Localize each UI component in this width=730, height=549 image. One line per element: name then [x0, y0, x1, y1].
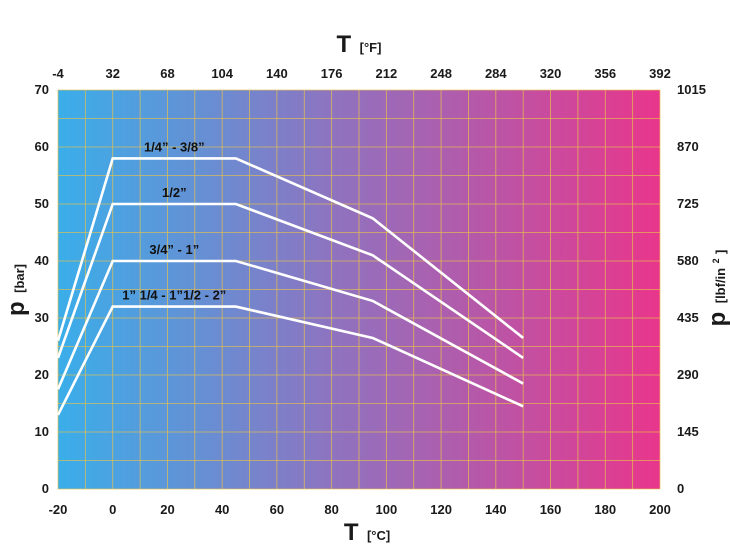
- series-line-1: [56, 157, 524, 342]
- y-axis-bar-ticks: 0 10 20 30 40 50 60 70: [35, 82, 49, 496]
- x-tick-label-fahrenheit: 68: [160, 66, 174, 81]
- x-tick-label-celsius: 180: [594, 502, 616, 517]
- x-tick-label-celsius: 20: [160, 502, 174, 517]
- y-tick-label-psi: 870: [677, 139, 699, 154]
- y-tick-label-bar: 70: [35, 82, 49, 97]
- series-line-2: [56, 202, 524, 359]
- x-tick-label-celsius: 40: [215, 502, 229, 517]
- x-tick-label-fahrenheit: -4: [52, 66, 64, 81]
- x-tick-label-fahrenheit: 104: [211, 66, 233, 81]
- x-tick-label-celsius: 140: [485, 502, 507, 517]
- series-line-3: [56, 259, 524, 390]
- x-tick-label-fahrenheit: 320: [540, 66, 562, 81]
- x-tick-label-celsius: 200: [649, 502, 671, 517]
- x-axis-top-title: T [°F]: [337, 31, 382, 58]
- series-lines: [56, 157, 524, 416]
- y-tick-label-psi: 580: [677, 253, 699, 268]
- x-tick-label-celsius: 100: [376, 502, 398, 517]
- series-line-4: [56, 305, 524, 416]
- y-axis-right-title: p [lbf/in 2 ]: [704, 250, 730, 327]
- series-labels: 1/4” - 3/8” 1/2” 3/4” - 1” 1” 1/4 - 1”1/2 -…: [122, 139, 226, 302]
- series-label-1: 1/4” - 3/8”: [144, 139, 205, 154]
- x-tick-label-celsius: 120: [430, 502, 452, 517]
- y-axis-left-title: p [bar]: [3, 264, 30, 316]
- x-tick-label-fahrenheit: 212: [376, 66, 398, 81]
- x-tick-label-fahrenheit: 140: [266, 66, 288, 81]
- y-tick-label-bar: 0: [42, 481, 49, 496]
- series-label-3: 3/4” - 1”: [149, 242, 199, 257]
- y-tick-label-bar: 40: [35, 253, 49, 268]
- x-axis-fahrenheit-ticks: -4 32 68 104 140 176 212 248 284 320 356 392: [52, 66, 671, 81]
- y-tick-label-bar: 50: [35, 196, 49, 211]
- x-tick-label-fahrenheit: 176: [321, 66, 343, 81]
- grid-lines: [57, 89, 661, 490]
- x-tick-label-celsius: -20: [49, 502, 68, 517]
- x-tick-label-celsius: 160: [540, 502, 562, 517]
- y-tick-label-bar: 10: [35, 424, 49, 439]
- y-tick-label-bar: 30: [35, 310, 49, 325]
- y-tick-label-psi: 290: [677, 367, 699, 382]
- y-tick-label-bar: 20: [35, 367, 49, 382]
- x-axis-celsius-ticks: -20 0 20 40 60 80 100 120 140 160 180 200: [49, 502, 671, 517]
- x-tick-label-fahrenheit: 248: [430, 66, 452, 81]
- y-tick-label-psi: 1015: [677, 82, 706, 97]
- x-tick-label-fahrenheit: 392: [649, 66, 671, 81]
- x-tick-label-fahrenheit: 284: [485, 66, 507, 81]
- y-axis-psi-ticks: 0 145 290 435 580 725 870 1015: [677, 82, 706, 496]
- x-tick-label-celsius: 80: [324, 502, 338, 517]
- y-tick-label-bar: 60: [35, 139, 49, 154]
- series-label-2: 1/2”: [162, 185, 187, 200]
- y-tick-label-psi: 0: [677, 481, 684, 496]
- y-tick-label-psi: 725: [677, 196, 699, 211]
- y-tick-label-psi: 145: [677, 424, 699, 439]
- y-tick-label-psi: 435: [677, 310, 699, 325]
- x-tick-label-fahrenheit: 356: [594, 66, 616, 81]
- x-tick-label-celsius: 0: [109, 502, 116, 517]
- x-tick-label-celsius: 60: [270, 502, 284, 517]
- x-tick-label-fahrenheit: 32: [105, 66, 119, 81]
- x-axis-bottom-title: T [°C]: [344, 519, 390, 546]
- series-label-4: 1” 1/4 - 1”1/2 - 2”: [122, 288, 226, 303]
